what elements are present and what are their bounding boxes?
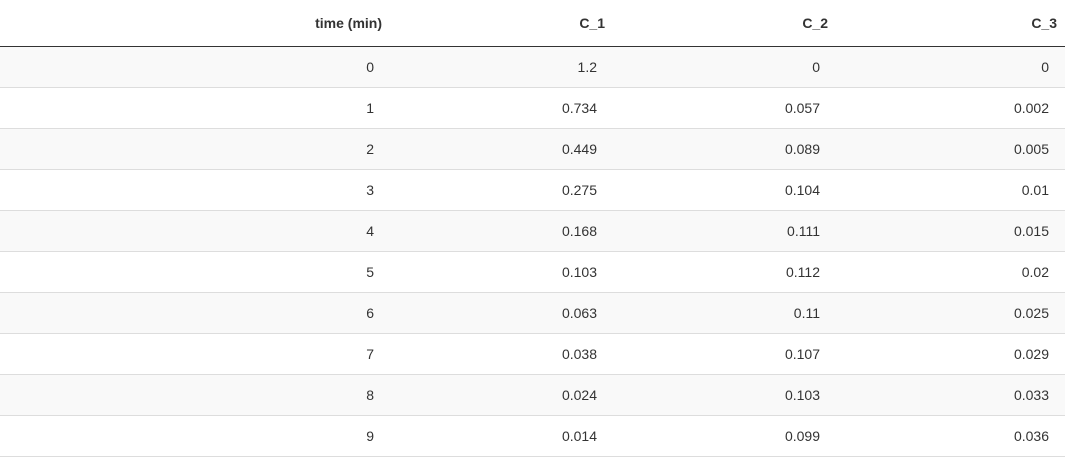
table-row: 4 0.168 0.111 0.015 xyxy=(0,210,1065,252)
column-header-label: C_2 xyxy=(802,15,828,31)
column-header-label: C_1 xyxy=(579,15,605,31)
column-header-c3[interactable]: C_3 xyxy=(836,0,1065,47)
column-header-c1[interactable]: C_1 xyxy=(390,0,613,47)
table-cell: 0 xyxy=(613,46,836,88)
table-row: 5 0.103 0.112 0.02 xyxy=(0,251,1065,293)
table-body: 0 1.2 0 0 1 0.734 0.057 0.002 2 0.449 0.… xyxy=(0,46,1065,457)
table-cell: 0.275 xyxy=(390,169,613,211)
table-row: 0 1.2 0 0 xyxy=(0,46,1065,88)
table-cell: 0.103 xyxy=(390,251,613,293)
table-row: 6 0.063 0.11 0.025 xyxy=(0,292,1065,334)
header-row: time (min) C_1 C_2 C_3 xyxy=(0,0,1065,47)
table-row: 7 0.038 0.107 0.029 xyxy=(0,333,1065,375)
table-cell: 0.449 xyxy=(390,128,613,170)
table-cell: 0 xyxy=(0,46,390,88)
table-cell: 0.734 xyxy=(390,87,613,129)
table-cell: 0.168 xyxy=(390,210,613,252)
table-cell: 5 xyxy=(0,251,390,293)
table-cell: 0.089 xyxy=(613,128,836,170)
table-cell: 0 xyxy=(836,46,1065,88)
table-cell: 0.099 xyxy=(613,415,836,457)
column-header-label: C_3 xyxy=(1031,15,1057,31)
table-cell: 6 xyxy=(0,292,390,334)
table-cell: 0.02 xyxy=(836,251,1065,293)
table-cell: 0.036 xyxy=(836,415,1065,457)
table-cell: 9 xyxy=(0,415,390,457)
column-header-c2[interactable]: C_2 xyxy=(613,0,836,47)
table-cell: 0.015 xyxy=(836,210,1065,252)
table-cell: 0.025 xyxy=(836,292,1065,334)
table-cell: 0.057 xyxy=(613,87,836,129)
column-header-label: time (min) xyxy=(315,15,382,31)
table-cell: 0.002 xyxy=(836,87,1065,129)
table-row: 8 0.024 0.103 0.033 xyxy=(0,374,1065,416)
table-cell: 0.033 xyxy=(836,374,1065,416)
table-cell: 8 xyxy=(0,374,390,416)
table-cell: 0.063 xyxy=(390,292,613,334)
table-cell: 0.107 xyxy=(613,333,836,375)
column-header-time[interactable]: time (min) xyxy=(0,0,390,47)
table-cell: 1.2 xyxy=(390,46,613,88)
table-cell: 0.103 xyxy=(613,374,836,416)
table-cell: 0.024 xyxy=(390,374,613,416)
table-cell: 1 xyxy=(0,87,390,129)
table-cell: 0.111 xyxy=(613,210,836,252)
table-cell: 0.11 xyxy=(613,292,836,334)
table-cell: 3 xyxy=(0,169,390,211)
table-cell: 0.104 xyxy=(613,169,836,211)
table-row: 9 0.014 0.099 0.036 xyxy=(0,415,1065,457)
table-row: 2 0.449 0.089 0.005 xyxy=(0,128,1065,170)
table-cell: 4 xyxy=(0,210,390,252)
table-row: 1 0.734 0.057 0.002 xyxy=(0,87,1065,129)
table-cell: 0.112 xyxy=(613,251,836,293)
table-cell: 0.014 xyxy=(390,415,613,457)
table-cell: 7 xyxy=(0,333,390,375)
table-header: time (min) C_1 C_2 C_3 xyxy=(0,0,1065,47)
table-cell: 0.038 xyxy=(390,333,613,375)
table-cell: 2 xyxy=(0,128,390,170)
table-cell: 0.01 xyxy=(836,169,1065,211)
table-row: 3 0.275 0.104 0.01 xyxy=(0,169,1065,211)
table-cell: 0.005 xyxy=(836,128,1065,170)
table-cell: 0.029 xyxy=(836,333,1065,375)
